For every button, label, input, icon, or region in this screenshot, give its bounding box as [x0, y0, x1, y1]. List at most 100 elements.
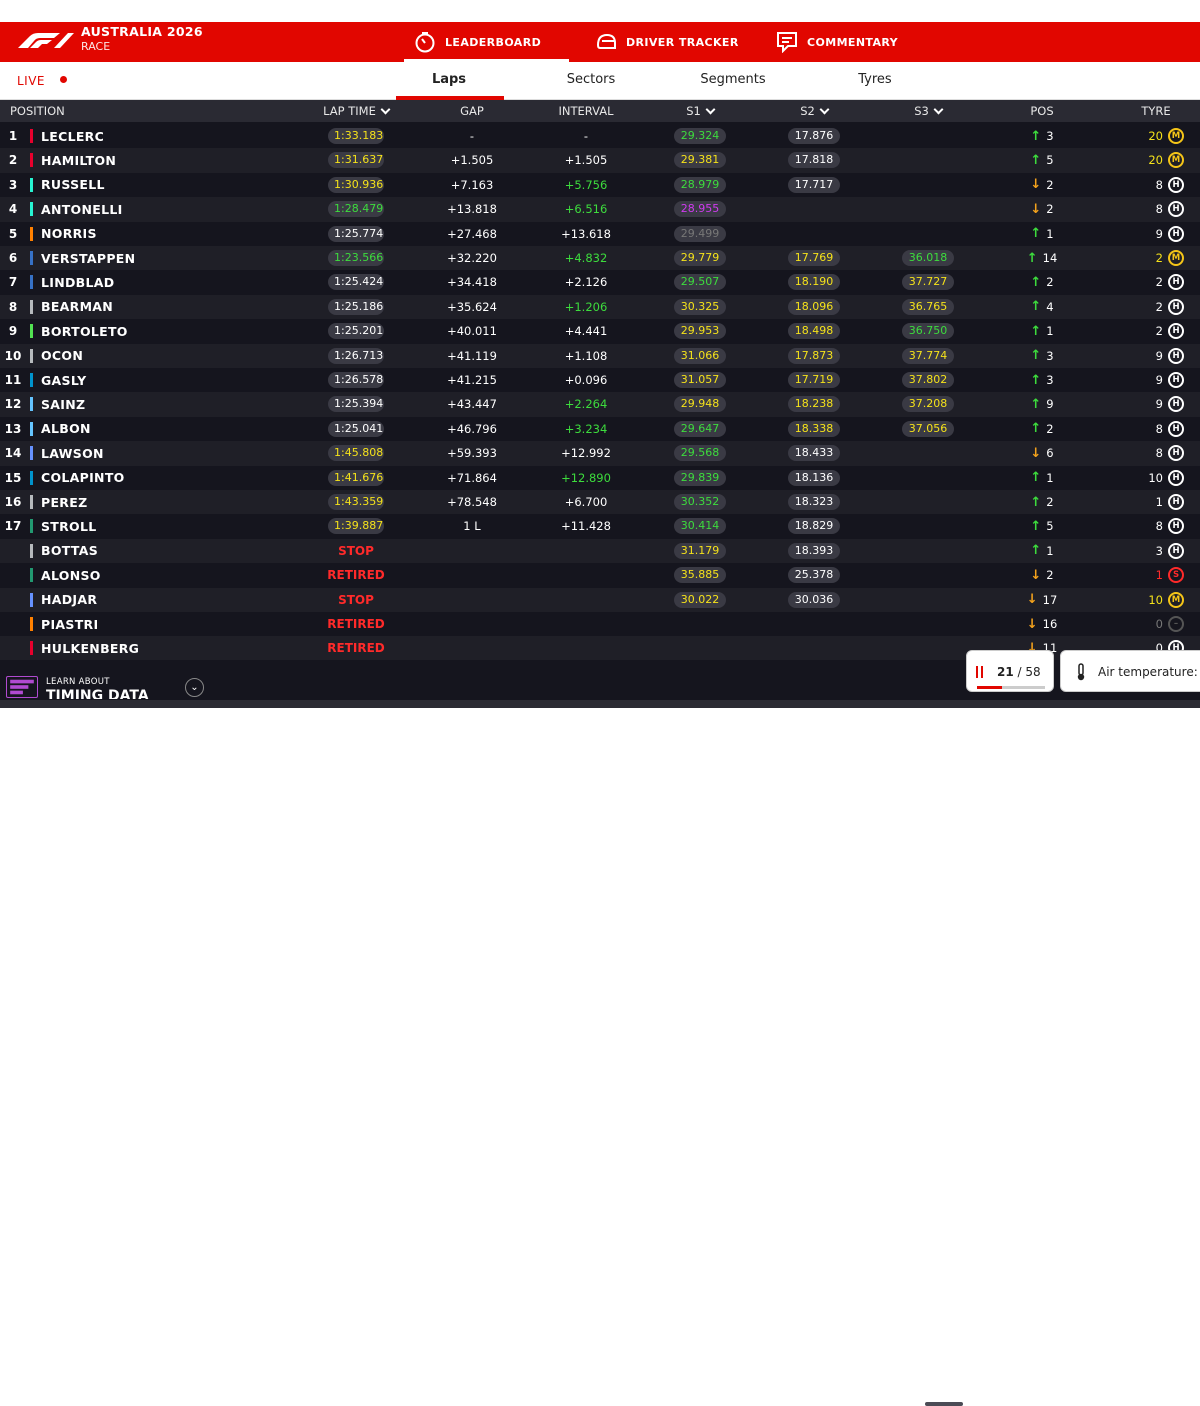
position-change: ↑ 3	[1002, 124, 1082, 148]
tyre-laps: 20	[1148, 129, 1163, 143]
position-number: 5	[8, 226, 18, 241]
tyre-compound-icon: H	[1168, 298, 1184, 315]
col-s2[interactable]: S2	[774, 104, 854, 118]
s1-cell: 28.979	[660, 173, 740, 197]
s2-cell: 18.433	[774, 441, 854, 465]
col-s1[interactable]: S1	[660, 104, 740, 118]
table-row[interactable]: 17 STROLL 1:39.887 1 L +11.428 30.414 18.…	[0, 514, 1200, 538]
table-row[interactable]: 6 VERSTAPPEN 1:23.566 +32.220 +4.832 29.…	[0, 246, 1200, 271]
table-row[interactable]: 3 RUSSELL 1:30.936 +7.163 +5.756 28.979 1…	[0, 173, 1200, 197]
interval-value	[546, 612, 626, 636]
interval-value: +0.096	[564, 373, 608, 387]
s2-cell: 18.096	[774, 295, 854, 319]
timing-data-title[interactable]: TIMING DATA	[46, 688, 149, 699]
s2-time: 17.873	[788, 347, 840, 364]
event-info: AUSTRALIA 2026 RACE	[81, 24, 203, 54]
col-lap-time[interactable]: LAP TIME	[316, 104, 396, 118]
s1-time: 35.885	[674, 567, 726, 584]
gap-value	[432, 539, 512, 563]
lap-separator: /	[1013, 665, 1026, 679]
col-s3[interactable]: S3	[888, 104, 968, 118]
arrow-down-icon: ↓	[1026, 592, 1038, 608]
lap-time: 1:25.201	[328, 323, 384, 340]
position-number: 6	[8, 251, 18, 265]
gap-value: +41.215	[447, 373, 497, 387]
s1-time: 31.179	[674, 542, 726, 559]
team-color-bar	[30, 153, 33, 168]
horizontal-scrollbar[interactable]	[0, 700, 1200, 1406]
chevron-down-icon	[705, 104, 716, 114]
table-row[interactable]: 1 LECLERC 1:33.183 - - 29.324 17.876 ↑ 3 2…	[0, 124, 1200, 148]
lap-counter-card: 21 / 58	[966, 650, 1054, 692]
table-row[interactable]: 5 NORRIS 1:25.774 +27.468 +13.618 29.499…	[0, 222, 1200, 246]
position-change: ↓ 6	[1002, 441, 1082, 465]
tyre-compound-icon: S	[1168, 567, 1184, 584]
tab-commentary[interactable]: COMMENTARY	[776, 22, 898, 62]
driver-name: NORRIS	[41, 226, 97, 242]
table-row[interactable]: 14 LAWSON 1:45.808 +59.393 +12.992 29.56…	[0, 441, 1200, 466]
table-row[interactable]: 12 SAINZ 1:25.394 +43.447 +2.264 29.948 1…	[0, 392, 1200, 417]
gap-value: +7.163	[450, 177, 494, 192]
s2-time: 18.136	[788, 469, 840, 486]
table-row[interactable]: 13 ALBON 1:25.041 +46.796 +3.234 29.647 1…	[0, 417, 1200, 441]
table-row[interactable]: 4 ANTONELLI 1:28.479 +13.818 +6.516 28.9…	[0, 197, 1200, 222]
position-change-value: 2	[1046, 177, 1054, 192]
position-number: 1	[8, 129, 18, 143]
team-color-bar	[30, 519, 33, 534]
col-tyre: TYRE	[1141, 104, 1171, 118]
lap-time: 1:25.424	[328, 274, 384, 291]
table-row[interactable]: 2 HAMILTON 1:31.637 +1.505 +1.505 29.381…	[0, 148, 1200, 173]
event-title: AUSTRALIA 2026	[81, 24, 203, 39]
lap-time: 1:25.041	[328, 420, 384, 437]
tyre-laps: 0	[1155, 617, 1163, 631]
position-change: ↑ 14	[1002, 246, 1082, 270]
gap-value: +43.447	[447, 397, 497, 412]
table-row[interactable]: HADJAR STOP 30.022 30.036 ↓ 17 10 M	[0, 587, 1200, 612]
tab-leaderboard[interactable]: LEADERBOARD	[403, 22, 570, 62]
table-row[interactable]: 10 OCON 1:26.713 +41.119 +1.108 31.066 17…	[0, 343, 1200, 368]
position-number: 7	[8, 275, 18, 290]
lap-total: 58	[1025, 665, 1041, 679]
tyre-compound-icon: H	[1168, 201, 1184, 218]
scrollbar-thumb[interactable]	[925, 1402, 963, 1406]
interval-value	[546, 636, 626, 660]
tab-segments[interactable]: Segments	[700, 72, 766, 87]
lap-time-cell: RETIRED	[316, 612, 396, 636]
table-row[interactable]: 15 COLAPINTO 1:41.676 +71.864 +12.890 29…	[0, 466, 1200, 490]
position-change: ↓ 16	[1002, 612, 1082, 636]
tyre-compound-icon: H	[1168, 176, 1184, 193]
s2-cell: 18.136	[774, 466, 854, 490]
expand-button[interactable]: ⌄	[185, 678, 204, 697]
driver-name: STROLL	[41, 518, 97, 534]
s1-cell: 29.499	[660, 222, 740, 246]
position-change: ↑ 1	[1002, 319, 1082, 343]
s2-cell: 18.323	[774, 490, 854, 514]
table-row[interactable]: 9 BORTOLETO 1:25.201 +40.011 +4.441 29.9…	[0, 319, 1200, 343]
tab-laps[interactable]: Laps	[431, 72, 467, 87]
tab-tyres[interactable]: Tyres	[858, 72, 892, 87]
table-row[interactable]: 16 PEREZ 1:43.359 +78.548 +6.700 30.352 1…	[0, 490, 1200, 515]
gap-value	[432, 612, 512, 636]
tab-sectors[interactable]: Sectors	[566, 72, 616, 87]
f1-logo[interactable]	[16, 32, 76, 50]
position-number: 15	[4, 470, 22, 485]
table-row[interactable]: 7 LINDBLAD 1:25.424 +34.418 +2.126 29.50…	[0, 270, 1200, 294]
s1-time: 29.953	[674, 323, 726, 340]
s2-cell: 18.393	[774, 539, 854, 563]
tab-driver-tracker[interactable]: DRIVER TRACKER	[595, 22, 739, 62]
table-row[interactable]: 11 GASLY 1:26.578 +41.215 +0.096 31.057 1…	[0, 368, 1200, 392]
table-row[interactable]: PIASTRI RETIRED ↓ 16 0–	[0, 612, 1200, 636]
position-change: ↓ 17	[1002, 588, 1082, 612]
col-s1-label: S1	[686, 104, 701, 118]
tab-leaderboard-label: LEADERBOARD	[445, 35, 542, 49]
position-number: 16	[4, 495, 22, 509]
s2-time: 17.818	[788, 152, 840, 169]
table-row[interactable]: 8 BEARMAN 1:25.186 +35.624 +1.206 30.325…	[0, 294, 1200, 320]
